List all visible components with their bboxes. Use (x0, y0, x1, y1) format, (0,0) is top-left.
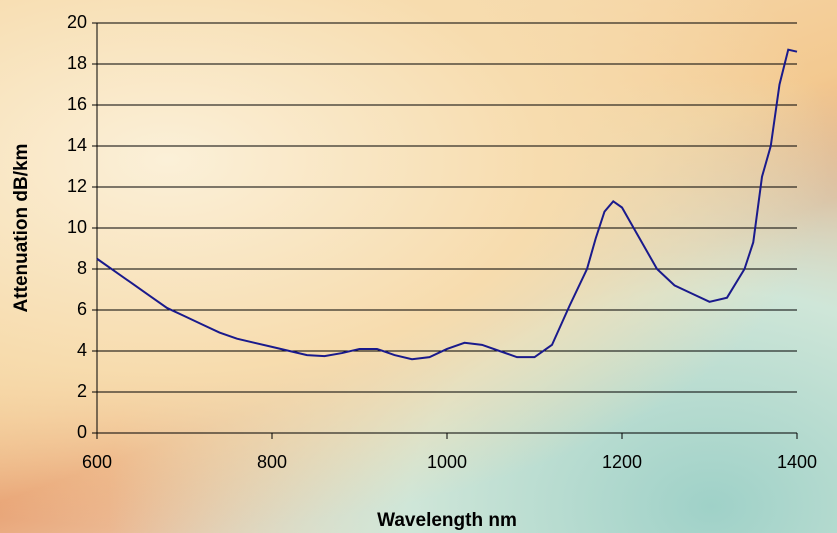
y-tick-label: 12 (67, 176, 87, 196)
y-tick-label: 6 (77, 299, 87, 319)
x-axis-label: Wavelength nm (377, 510, 517, 531)
y-tick-label: 2 (77, 381, 87, 401)
x-tick-label: 800 (257, 452, 287, 472)
y-tick-label: 4 (77, 340, 87, 360)
y-tick-label: 14 (67, 135, 87, 155)
x-tick-label: 1200 (602, 452, 642, 472)
y-tick-label: 16 (67, 94, 87, 114)
x-tick-label: 1400 (777, 452, 817, 472)
y-tick-label: 10 (67, 217, 87, 237)
y-tick-label: 18 (67, 53, 87, 73)
x-tick-label: 600 (82, 452, 112, 472)
x-tick-label: 1000 (427, 452, 467, 472)
y-tick-label: 20 (67, 12, 87, 32)
data-line (96, 48, 798, 361)
y-tick-label: 0 (77, 422, 87, 442)
y-tick-label: 8 (77, 258, 87, 278)
y-axis-label: Attenuation dB/km (11, 144, 32, 313)
